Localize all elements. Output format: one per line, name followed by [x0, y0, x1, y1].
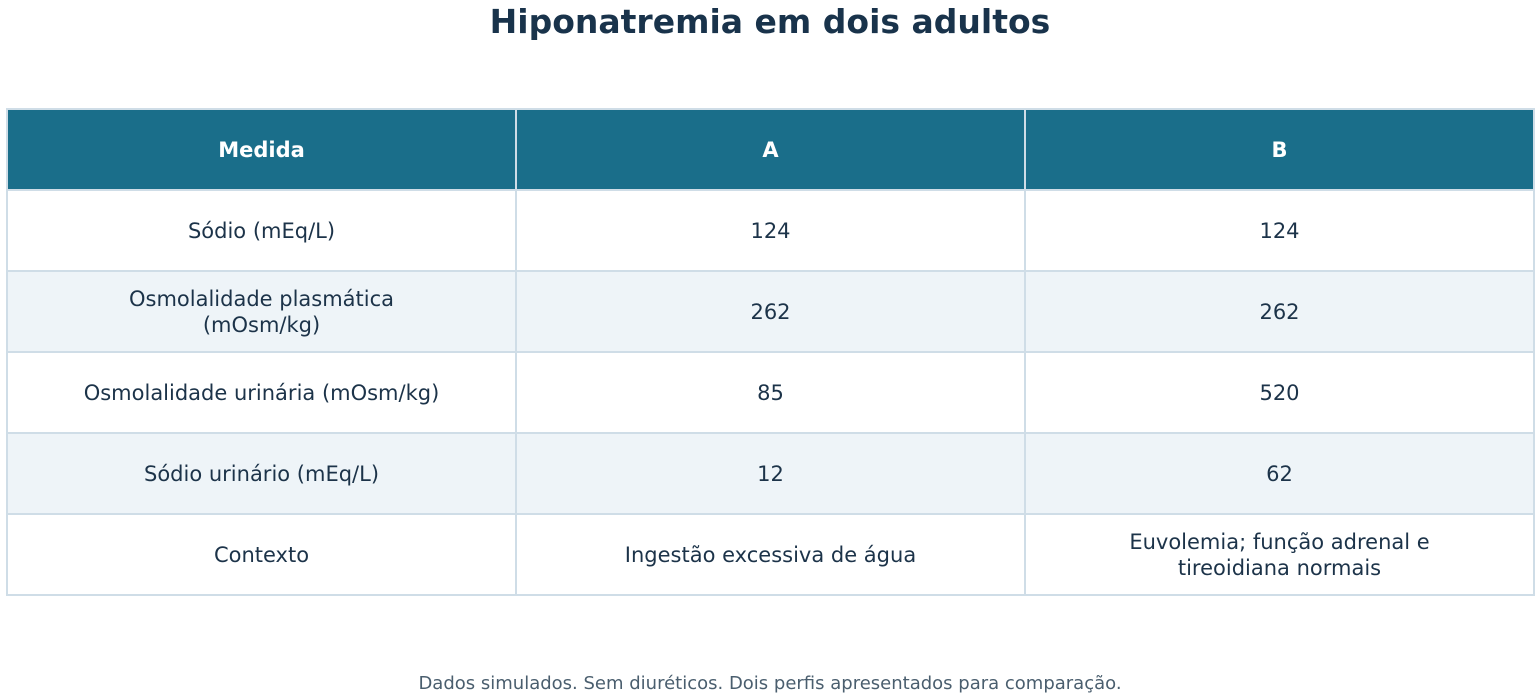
header-row: Medida A B — [6, 108, 1535, 191]
table-cell-a: 262 — [515, 270, 1026, 353]
table-cell-measure: Osmolalidade plasmática (mOsm/kg) — [6, 270, 517, 353]
table-cell-b: Euvolemia; função adrenal e tireoidiana … — [1024, 513, 1535, 596]
table-row: Osmolalidade urinária (mOsm/kg) 85 520 — [6, 351, 1535, 434]
table-cell-a: 85 — [515, 351, 1026, 434]
table-row: Contexto Ingestão excessiva de água Euvo… — [6, 513, 1535, 596]
footnote: Dados simulados. Sem diuréticos. Dois pe… — [418, 673, 1122, 694]
table-cell-b: 62 — [1024, 432, 1535, 515]
table-cell-a: Ingestão excessiva de água — [515, 513, 1026, 596]
data-table: Medida A B Sódio (mEq/L) 124 124 Osmolal… — [6, 108, 1535, 596]
chart-title: Hiponatremia em dois adultos — [489, 2, 1051, 41]
table-cell-measure: Sódio (mEq/L) — [6, 189, 517, 272]
column-header-b: B — [1024, 108, 1535, 191]
column-header-medida: Medida — [6, 108, 517, 191]
table-cell-b-text: Euvolemia; função adrenal e tireoidiana … — [1129, 529, 1430, 580]
table-row: Sódio (mEq/L) 124 124 — [6, 189, 1535, 272]
table-row: Sódio urinário (mEq/L) 12 62 — [6, 432, 1535, 515]
table-row: Osmolalidade plasmática (mOsm/kg) 262 26… — [6, 270, 1535, 353]
table-cell-b: 520 — [1024, 351, 1535, 434]
table-cell-measure: Contexto — [6, 513, 517, 596]
table-cell-measure-text: Osmolalidade plasmática (mOsm/kg) — [128, 286, 395, 337]
table-cell-a: 124 — [515, 189, 1026, 272]
table-cell-measure-text: Osmolalidade urinária (mOsm/kg) — [83, 380, 440, 405]
table-cell-measure: Sódio urinário (mEq/L) — [6, 432, 517, 515]
table-cell-b: 124 — [1024, 189, 1535, 272]
table-cell-b: 262 — [1024, 270, 1535, 353]
column-header-a: A — [515, 108, 1026, 191]
table-cell-measure: Osmolalidade urinária (mOsm/kg) — [6, 351, 517, 434]
table-cell-a: 12 — [515, 432, 1026, 515]
